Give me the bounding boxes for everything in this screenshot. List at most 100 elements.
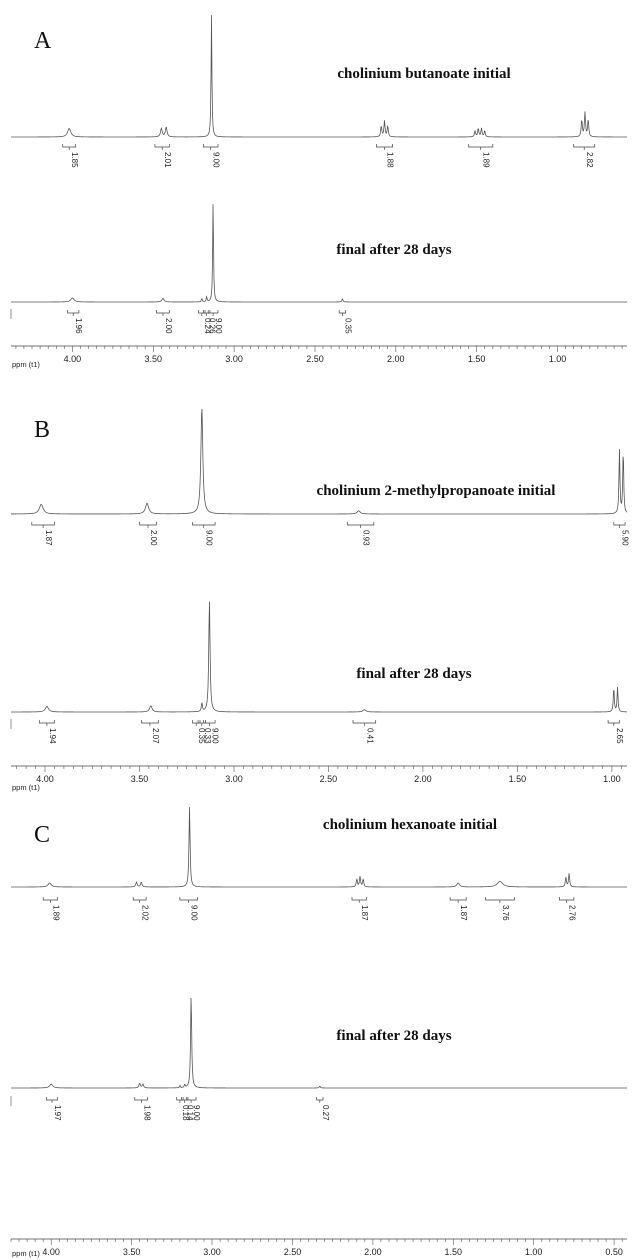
integral-label: 1.85: [70, 152, 79, 168]
integral-label: 2.01: [163, 152, 172, 168]
spectrum-trace: [10, 204, 627, 303]
panel-letter: C: [34, 822, 50, 848]
integral-label: 0.18: [181, 1105, 190, 1121]
integral-bracket: [351, 897, 367, 901]
integral-bracket: [316, 1097, 324, 1101]
integral-bracket: [192, 522, 216, 526]
panel-letter: A: [34, 28, 52, 54]
tick-label: 4.00: [64, 354, 82, 364]
integral-bracket: [468, 144, 494, 148]
integral-label: 0.35: [197, 728, 206, 744]
integral-label: 9.00: [190, 905, 199, 921]
integral-label: 0.35: [343, 318, 352, 334]
integral-bracket: [181, 1097, 189, 1101]
integral-bracket: [197, 720, 206, 724]
spectrum-trace: [11, 997, 627, 1089]
integral-label: 1.94: [48, 728, 57, 744]
integral-label: 2.00: [149, 530, 158, 546]
tick-label: 3.50: [123, 1247, 141, 1257]
integral-bracket: [376, 144, 393, 148]
spectrum-trace: [11, 15, 627, 138]
integral-label: 1.89: [482, 152, 491, 168]
integral-bracket: [141, 720, 159, 724]
ppm-axis: 4.00 3.50 3.00 2.50 2.00 1.50 1.00 ppm (t1): [11, 345, 627, 369]
spectrum-initial: cholinium 2-methylpropanoate initial 1.87…: [11, 408, 629, 546]
integral-bracket: [449, 897, 467, 901]
spectrum-trace: [11, 807, 627, 888]
integral-bracket: [156, 310, 170, 314]
integral-bracket: [31, 522, 55, 526]
integral-bracket: [198, 310, 206, 314]
integral-label: 2.76: [568, 905, 577, 921]
integral-bracket: [485, 897, 515, 901]
integral-label: 9.00: [210, 728, 219, 744]
spectrum-title: cholinium 2-methylpropanoate initial: [317, 483, 556, 499]
integral-bracket: [559, 897, 575, 901]
tick-label: 0.50: [605, 1247, 623, 1257]
integral-label: 0.14: [186, 1105, 195, 1121]
integral-label: 0.33: [203, 728, 212, 744]
integral-label: 1.87: [44, 530, 53, 546]
integral-label: 0.41: [365, 728, 374, 744]
x-axis-label: ppm (t1): [12, 360, 40, 369]
tick-label: 1.50: [445, 1247, 463, 1257]
integral-label: 1.96: [74, 318, 83, 334]
spectrum-title: cholinium hexanoate initial: [323, 817, 497, 833]
tick-label: 3.00: [225, 774, 243, 784]
tick-label: 2.50: [320, 774, 338, 784]
tick-label: 1.50: [468, 354, 486, 364]
x-axis-label: ppm (t1): [12, 1249, 40, 1258]
tick-label: 3.50: [145, 354, 163, 364]
integral-label: 0.26: [208, 318, 217, 334]
integral-bracket: [203, 310, 211, 314]
tick-label: 1.00: [603, 774, 621, 784]
integral-bracket: [67, 310, 80, 314]
tick-label: 1.00: [525, 1247, 543, 1257]
integral-bracket: [62, 144, 77, 148]
spectrum-initial: cholinium hexanoate initial 1.89 2.02 9.00 1…: [11, 807, 627, 921]
integral-bracket: [203, 144, 219, 148]
integral-label: 9.00: [212, 152, 221, 168]
tick-label: 2.00: [387, 354, 405, 364]
integral-label: 1.97: [53, 1105, 62, 1121]
integral-bracket: [139, 522, 157, 526]
tick-label: 3.00: [203, 1247, 221, 1257]
integral-bracket: [42, 897, 58, 901]
integral-bracket: [346, 522, 375, 526]
spectrum-title: final after 28 days: [356, 666, 471, 682]
integral-bracket: [573, 144, 596, 148]
tick-label: 2.00: [364, 1247, 382, 1257]
integral-bracket: [134, 1097, 149, 1101]
integral-label: 9.00: [192, 1105, 201, 1121]
integral-bracket: [154, 144, 170, 148]
spectrum-trace: [11, 408, 628, 515]
integral-label: 3.76: [501, 905, 510, 921]
tick-label: 1.50: [509, 774, 527, 784]
panel-letter: B: [34, 417, 50, 443]
integral-bracket: [338, 310, 347, 314]
integral-label: 0.93: [362, 530, 371, 546]
integral-label: 1.88: [386, 152, 395, 168]
integral-bracket: [38, 720, 55, 724]
tick-label: 4.00: [36, 774, 54, 784]
tick-label: 3.00: [225, 354, 243, 364]
integral-label: 5.90: [620, 530, 629, 546]
integral-bracket: [607, 720, 620, 724]
integral-bracket: [179, 897, 198, 901]
tick-label: 2.00: [414, 774, 432, 784]
integral-label: 1.87: [459, 905, 468, 921]
integral-label: 1.89: [51, 905, 60, 921]
integral-label: 0.27: [321, 1105, 330, 1121]
integral-bracket: [46, 1097, 58, 1101]
integral-label: 9.00: [214, 318, 223, 334]
spectrum-title: final after 28 days: [336, 242, 451, 258]
integral-bracket: [613, 522, 626, 526]
integral-label: 1.98: [142, 1105, 151, 1121]
ppm-axis: 4.00 3.50 3.00 2.50 2.00 1.50 1.00 ppm (t1): [11, 765, 627, 792]
x-axis-label: ppm (t1): [12, 783, 40, 792]
spectrum-final: final after 28 days 1.94 2.07 0.350.339.00 0…: [10, 601, 628, 744]
spectrum-title: final after 28 days: [336, 1028, 451, 1044]
tick-label: 2.50: [284, 1247, 302, 1257]
